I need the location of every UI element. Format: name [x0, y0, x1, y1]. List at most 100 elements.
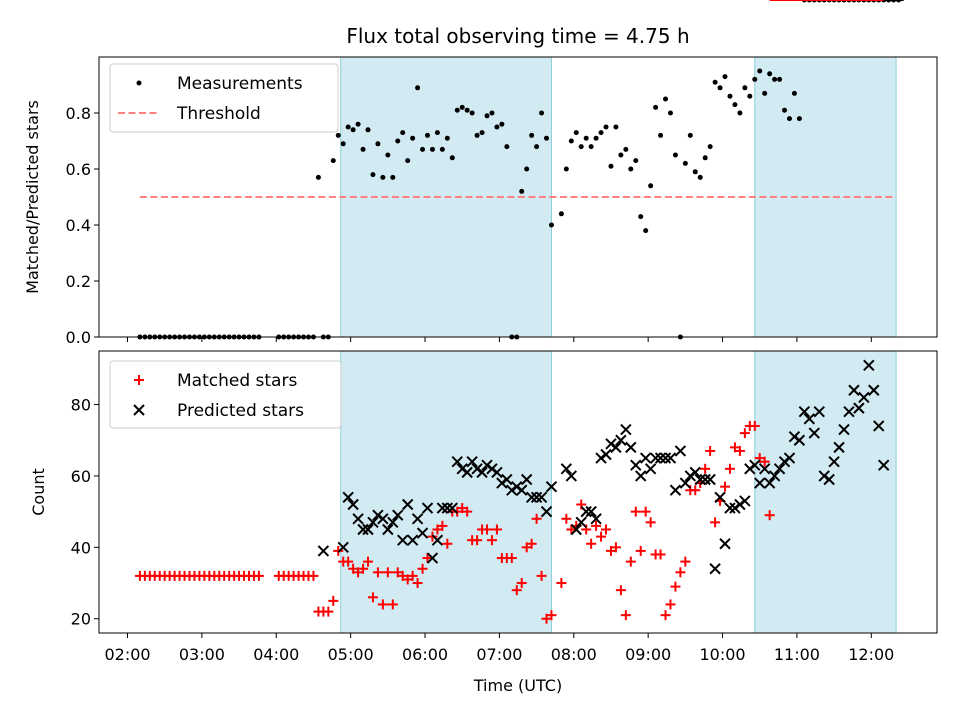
shaded-interval-2	[754, 350, 897, 634]
measurement-point	[330, 158, 336, 164]
measurement-point	[573, 130, 579, 136]
measurement-point	[667, 110, 673, 116]
measurement-point	[434, 130, 440, 136]
matched-point	[526, 538, 537, 549]
x-tick-label: 06:00	[402, 645, 448, 664]
measurement-point	[598, 130, 604, 136]
predicted-point	[362, 523, 374, 536]
x-axis-label: Time (UTC)	[473, 676, 562, 695]
measurement-point	[791, 90, 797, 96]
predicted-point	[768, 470, 781, 482]
predicted-point	[461, 466, 473, 479]
measurement-point	[385, 152, 391, 158]
predicted-star-points	[317, 0, 904, 575]
predicted-point	[803, 413, 816, 425]
measurement-point	[682, 160, 688, 166]
top-y-axis-ticks: 0.0 0.2 0.4 0.6 0.8	[66, 104, 99, 347]
measurement-point	[395, 138, 401, 144]
predicted-point	[560, 463, 573, 475]
measurement-point	[777, 76, 783, 82]
predicted-point	[714, 491, 726, 504]
measurement-point	[469, 110, 475, 116]
matched-point	[422, 553, 433, 564]
measurement-point	[315, 174, 321, 180]
matched-point	[660, 610, 671, 621]
measurement-point	[415, 85, 421, 91]
matched-star-points	[134, 0, 904, 624]
predicted-point	[352, 513, 364, 525]
matched-point	[601, 524, 612, 535]
matched-point	[759, 456, 770, 467]
x-tick-label: 11:00	[774, 645, 820, 664]
predicted-point	[630, 459, 642, 471]
matched-point	[586, 538, 597, 549]
measurement-point	[539, 110, 545, 116]
matched-point	[372, 567, 383, 578]
predicted-point	[342, 491, 354, 504]
measurement-point	[444, 135, 450, 141]
legend-threshold: Threshold	[176, 104, 261, 124]
matched-point	[516, 578, 527, 589]
measurement-point	[663, 96, 669, 102]
measurement-point	[747, 93, 753, 99]
matched-point	[764, 510, 775, 521]
matched-point	[680, 556, 691, 567]
predicted-point	[615, 434, 627, 446]
measurement-point	[687, 132, 693, 138]
matched-point	[724, 463, 735, 474]
matched-point	[645, 517, 656, 528]
matched-point	[710, 517, 721, 528]
measurement-point	[712, 79, 718, 85]
matched-point	[561, 513, 572, 524]
measurement-point	[583, 135, 589, 141]
measurement-point	[534, 144, 540, 150]
matched-point	[486, 535, 497, 546]
measurement-point	[732, 102, 738, 108]
predicted-point	[540, 505, 553, 518]
predicted-point	[838, 423, 850, 436]
predicted-point	[625, 441, 637, 454]
measurement-point	[618, 152, 624, 158]
matched-point	[665, 599, 676, 610]
predicted-point	[873, 420, 885, 432]
predicted-point	[853, 402, 865, 414]
predicted-point	[451, 455, 463, 468]
measurement-point	[524, 166, 530, 172]
measurement-point	[504, 144, 510, 150]
predicted-point	[317, 545, 330, 557]
predicted-point	[863, 359, 875, 371]
x-tick-label: 07:00	[476, 645, 522, 664]
top-plot-frame	[98, 56, 938, 338]
legend-matched-marker	[134, 375, 144, 385]
measurement-point	[529, 132, 535, 138]
matched-point	[640, 506, 651, 517]
matched-point	[491, 524, 502, 535]
matched-point	[253, 570, 264, 581]
predicted-point	[704, 473, 716, 486]
legend-predicted-stars: Predicted stars	[177, 401, 304, 421]
measurement-point	[737, 110, 743, 116]
matched-point	[546, 610, 557, 621]
measurement-point	[692, 169, 698, 175]
predicted-point	[501, 473, 513, 486]
top-legend: Measurements Threshold	[109, 63, 339, 133]
x-tick-label: 09:00	[625, 645, 671, 664]
matched-point	[417, 563, 428, 574]
predicted-point	[441, 502, 454, 514]
predicted-point	[659, 452, 672, 464]
predicted-point	[868, 384, 880, 396]
bottom-shaded-intervals	[340, 350, 897, 634]
predicted-point	[357, 523, 369, 536]
predicted-point	[823, 473, 835, 486]
matched-point	[705, 445, 716, 456]
top-y-axis-label: Matched/Predicted stars	[23, 100, 42, 294]
matched-point	[482, 524, 493, 535]
predicted-point	[793, 434, 806, 446]
y-tick-label: 80	[71, 396, 91, 415]
predicted-point	[828, 455, 840, 468]
bottom-x-axis-ticks: 02:00 03:00 04:00 05:00 06:00 07:00 08:00 09:00…	[104, 633, 894, 664]
predicted-point	[392, 509, 404, 521]
measurement-point	[752, 76, 758, 82]
measurement-point	[449, 155, 455, 161]
